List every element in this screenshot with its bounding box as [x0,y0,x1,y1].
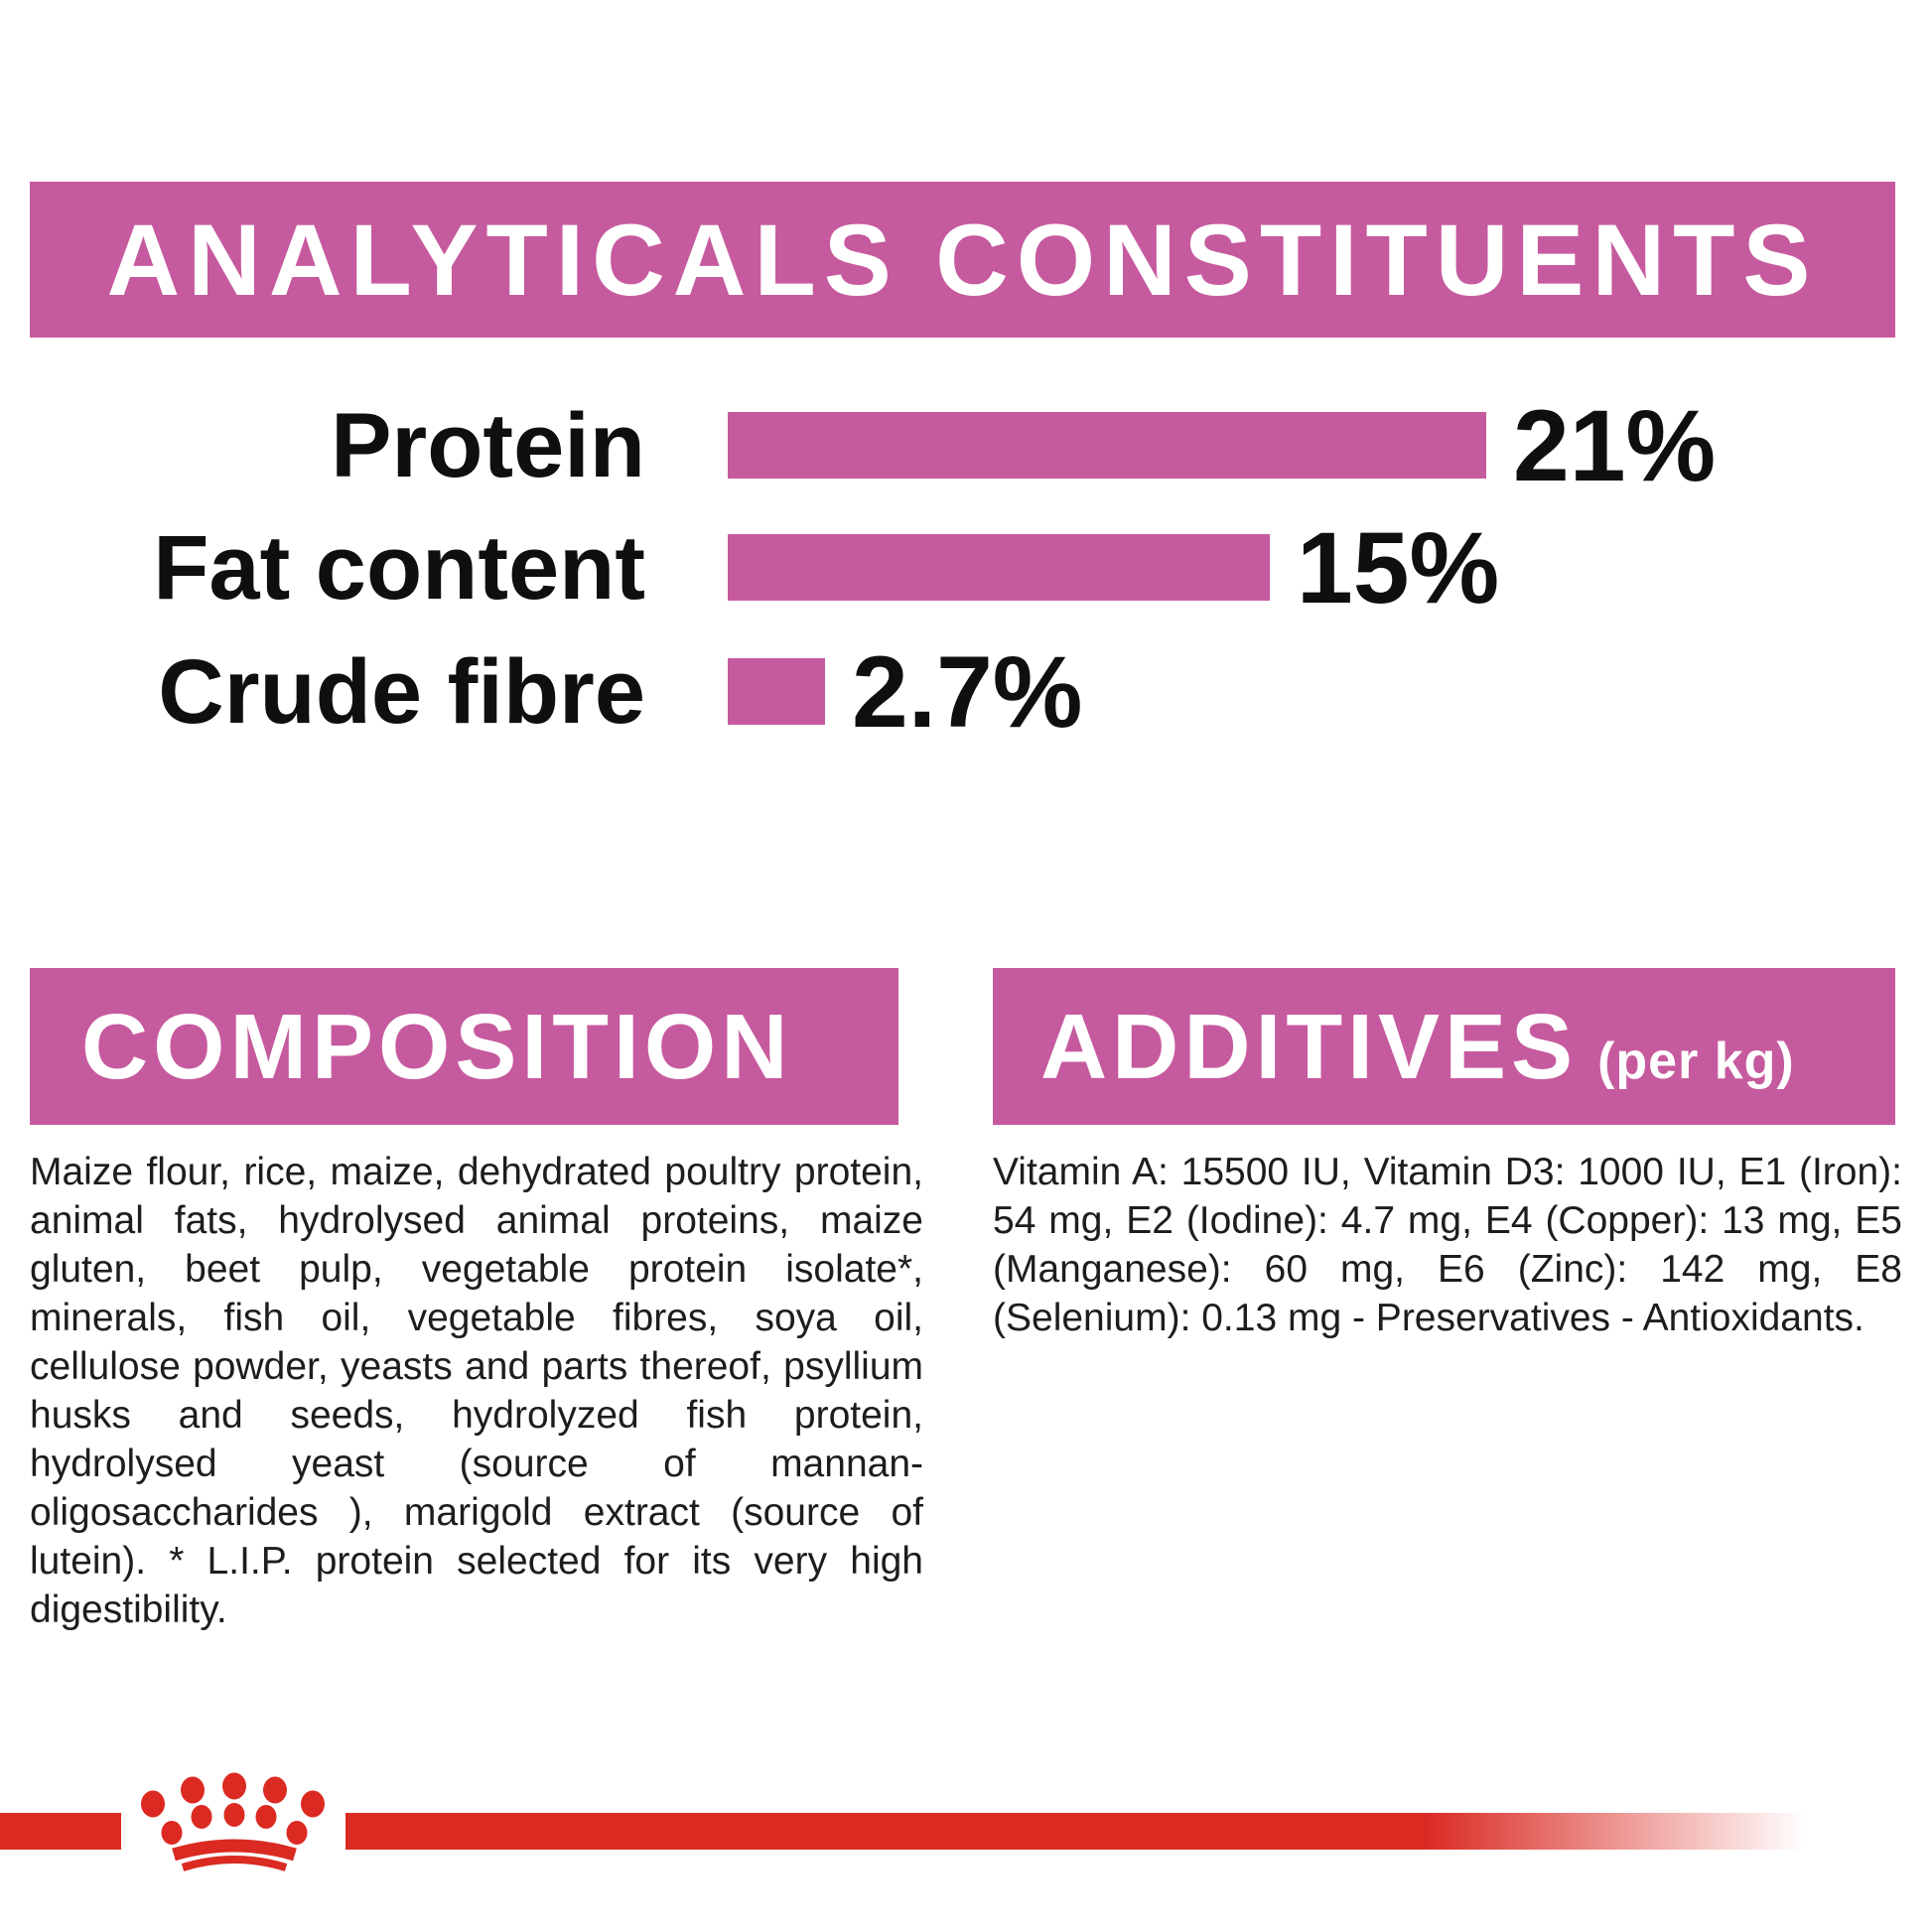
chart-row-protein: Protein 21% [0,395,1716,496]
fat-content-bar [728,534,1270,601]
chart-label-crude-fibre: Crude fibre [158,640,645,743]
fat-content-value: 15% [1297,510,1500,624]
analyticals-banner: ANALYTICALS CONSTITUENTS [30,182,1895,338]
composition-banner: COMPOSITION [30,968,898,1125]
additives-heading: ADDITIVES (per kg) [1040,994,1795,1098]
composition-title: COMPOSITION [81,994,793,1098]
composition-text: Maize flour, rice, maize, dehydrated pou… [30,1151,923,1631]
additives-banner: ADDITIVES (per kg) [993,968,1895,1125]
additives-title: ADDITIVES [1040,994,1579,1098]
additives-per-kg-label: (per kg) [1597,1032,1795,1090]
chart-label-protein: Protein [331,394,645,496]
crude-fibre-value: 2.7% [852,634,1083,749]
additives-text: Vitamin A: 15500 IU, Vitamin D3: 1000 IU… [993,1151,1902,1339]
chart-label-fat-content: Fat content [153,516,645,619]
footer-red-line-left [0,1813,121,1850]
footer-red-line-right [345,1813,1932,1850]
chart-row-fat-content: Fat content 15% [0,517,1499,619]
protein-bar [728,412,1486,479]
royal-canin-crown-logo [141,1772,325,1871]
protein-value: 21% [1513,388,1717,502]
composition-heading: COMPOSITION [81,994,793,1098]
crude-fibre-bar [728,658,825,725]
chart-row-crude-fibre: Crude fibre 2.7% [0,641,1082,743]
analyticals-title: ANALYTICALS CONSTITUENTS [106,203,1819,317]
